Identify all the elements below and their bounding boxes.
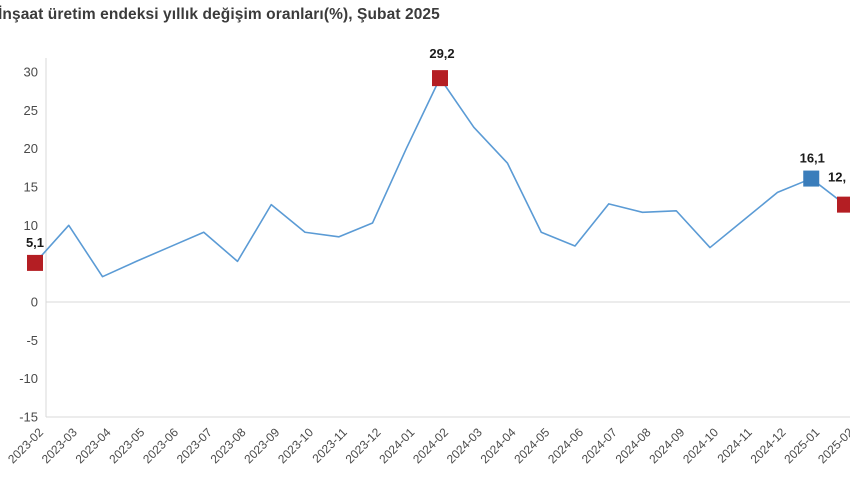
y-tick-label: -10 xyxy=(19,371,38,386)
y-tick-label: 25 xyxy=(24,103,38,118)
x-tick-label: 2023-07 xyxy=(174,425,215,466)
x-tick-label: 2023-09 xyxy=(241,425,282,466)
x-tick-label: 2023-11 xyxy=(309,425,350,466)
y-tick-label: -5 xyxy=(26,333,38,348)
x-tick-label: 2023-02 xyxy=(5,425,46,466)
x-tick-label: 2024-02 xyxy=(410,425,451,466)
x-tick-label: 2023-04 xyxy=(73,425,114,466)
x-tick-label: 2023-12 xyxy=(343,425,384,466)
y-tick-label: 20 xyxy=(24,141,38,156)
data-point-label: 16,1 xyxy=(800,151,825,166)
x-tick-label: 2025-01 xyxy=(781,425,822,466)
x-tick-label: 2023-06 xyxy=(140,425,181,466)
data-point-label: 12, xyxy=(828,170,846,185)
data-point-label: 29,2 xyxy=(429,46,454,61)
x-tick-label: 2023-03 xyxy=(39,425,80,466)
y-tick-label: 30 xyxy=(24,65,38,80)
x-tick-label: 2024-07 xyxy=(579,425,620,466)
x-tick-label: 2024-05 xyxy=(511,425,552,466)
y-tick-label: 0 xyxy=(31,295,38,310)
x-tick-label: 2024-04 xyxy=(478,425,519,466)
data-point-marker xyxy=(27,254,43,271)
x-tick-label: 2023-10 xyxy=(275,425,316,466)
data-point-label: 5,1 xyxy=(26,235,44,250)
y-tick-label: 15 xyxy=(24,180,38,195)
x-tick-label: 2024-12 xyxy=(748,425,789,466)
x-tick-label: 2024-10 xyxy=(680,425,721,466)
x-tick-label: 2024-11 xyxy=(714,425,755,466)
x-tick-label: 2024-09 xyxy=(646,425,687,466)
x-tick-label: 2025-02 xyxy=(815,425,850,466)
x-tick-label: 2024-03 xyxy=(444,425,485,466)
data-point-marker xyxy=(432,70,448,87)
x-tick-label: 2024-06 xyxy=(545,425,586,466)
y-tick-label: -15 xyxy=(19,410,38,425)
x-tick-label: 2024-08 xyxy=(613,425,654,466)
trend-line xyxy=(34,77,846,278)
x-tick-label: 2023-05 xyxy=(106,425,147,466)
x-tick-label: 2024-01 xyxy=(376,425,417,466)
data-point-marker xyxy=(803,170,820,187)
chart-title: İnşaat üretim endeksi yıllık değişim ora… xyxy=(0,6,440,23)
data-point-marker xyxy=(837,196,850,213)
x-tick-label: 2023-08 xyxy=(208,425,249,466)
y-tick-label: 10 xyxy=(24,218,38,233)
